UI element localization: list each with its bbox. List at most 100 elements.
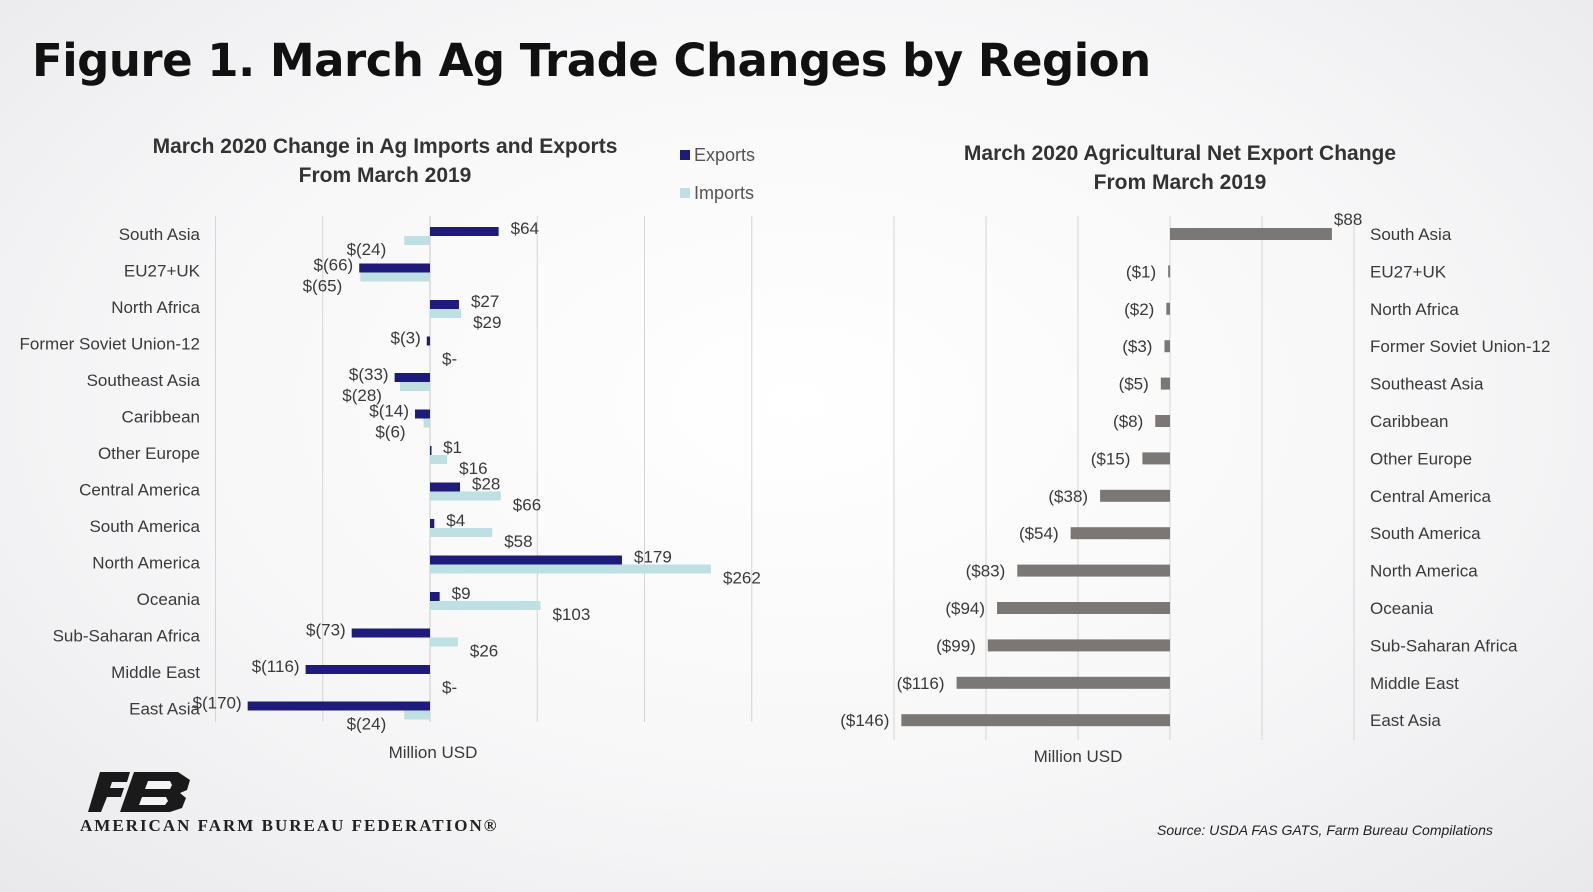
exports-bar-southeast-asia <box>394 373 430 382</box>
left-category-label-southeast-asia: Southeast Asia <box>87 371 201 390</box>
left-category-label-central-america: Central America <box>79 481 200 500</box>
exports-value-label: $27 <box>471 292 499 311</box>
imports-bar-central-america <box>430 491 501 501</box>
right-category-label-eu27-uk: EU27+UK <box>1370 262 1447 281</box>
net-export-bar-oceania <box>997 602 1170 614</box>
imports-value-label: $(24) <box>347 240 387 259</box>
imports-value-label: $(24) <box>347 715 387 734</box>
exports-bar-central-america <box>430 482 461 492</box>
left-category-label-caribbean: Caribbean <box>122 408 200 427</box>
left-chart-title-line2: From March 2019 <box>298 164 472 187</box>
net-export-bar-north-america <box>1017 564 1170 577</box>
right-chart-title: March 2020 Agricultural Net Export Chang… <box>900 139 1460 197</box>
exports-bar-eu27-uk <box>359 263 430 273</box>
left-category-label-north-america: North America <box>92 554 200 573</box>
right-category-label-north-africa: North Africa <box>1370 300 1459 319</box>
imports-bar-north-africa <box>430 309 462 318</box>
imports-value-label: $29 <box>473 313 501 332</box>
imports-bar-south-asia <box>404 236 430 245</box>
net-export-bar-central-america <box>1100 489 1170 502</box>
right-category-label-southeast-asia: Southeast Asia <box>1370 375 1484 394</box>
net-export-bar-eu27-uk <box>1168 265 1171 278</box>
imports-value-label: $(28) <box>342 386 382 405</box>
net-export-value-label: ($3) <box>1122 337 1152 356</box>
left-category-label-former-soviet-union-12: Former Soviet Union-12 <box>20 335 200 354</box>
net-export-value-label: ($15) <box>1091 449 1131 468</box>
imports-value-label: $58 <box>504 532 532 551</box>
imports-bar-east-asia <box>404 710 430 720</box>
exports-bar-south-asia <box>430 227 499 236</box>
net-export-value-label: ($2) <box>1124 300 1154 319</box>
imports-value-label: $262 <box>723 569 761 588</box>
exports-value-label: $9 <box>452 584 471 603</box>
net-export-bar-south-america <box>1070 527 1170 540</box>
net-export-bar-south-asia <box>1170 228 1332 240</box>
right-chart-title-line2: From March 2019 <box>1093 171 1267 194</box>
right-category-label-east-asia: East Asia <box>1370 711 1441 730</box>
right-category-label-oceania: Oceania <box>1370 599 1434 618</box>
right-category-label-caribbean: Caribbean <box>1370 412 1448 431</box>
net-export-value-label: ($38) <box>1048 487 1088 506</box>
source-note: Source: USDA FAS GATS, Farm Bureau Compi… <box>1157 822 1493 838</box>
legend-label-imports: Imports <box>694 182 755 203</box>
imports-value-label: $- <box>442 678 457 697</box>
net-export-bar-caribbean <box>1155 415 1170 427</box>
exports-value-label: $1 <box>443 438 462 457</box>
net-export-bar-southeast-asia <box>1160 377 1170 390</box>
exports-value-label: $(116) <box>252 657 300 676</box>
imports-bar-sub-saharan-africa <box>430 637 458 647</box>
right-category-label-former-soviet-union-12: Former Soviet Union-12 <box>1370 337 1550 356</box>
exports-bar-former-soviet-union-12 <box>426 336 430 346</box>
left-category-label-sub-saharan-africa: Sub-Saharan Africa <box>53 627 201 646</box>
net-export-value-label: ($1) <box>1126 262 1156 281</box>
net-export-value-label: ($54) <box>1019 524 1059 543</box>
exports-value-label: $64 <box>511 219 539 238</box>
imports-value-label: $(6) <box>375 423 405 442</box>
exports-bar-middle-east <box>305 665 430 674</box>
left-category-label-eu27-uk: EU27+UK <box>124 262 201 281</box>
right-chart-title-line1: March 2020 Agricultural Net Export Chang… <box>963 142 1397 165</box>
right-category-label-north-america: North America <box>1370 562 1478 581</box>
exports-value-label: $(73) <box>306 621 346 640</box>
exports-bar-caribbean <box>414 409 430 419</box>
left-category-label-middle-east: Middle East <box>111 663 200 682</box>
right-category-label-south-america: South America <box>1370 524 1481 543</box>
fb-logo <box>88 772 190 812</box>
left-category-label-oceania: Oceania <box>137 590 201 609</box>
imports-value-label: $16 <box>459 459 487 478</box>
net-export-bar-east-asia <box>901 714 1170 727</box>
right-category-label-middle-east: Middle East <box>1370 674 1459 693</box>
imports-value-label: $26 <box>470 642 498 661</box>
exports-bar-oceania <box>430 592 440 601</box>
exports-bar-sub-saharan-africa <box>351 628 430 638</box>
net-export-bar-north-africa <box>1166 302 1170 315</box>
legend-item-imports: Imports <box>680 174 755 212</box>
net-export-value-label: ($146) <box>840 711 889 730</box>
imports-bar-other-europe <box>430 455 448 464</box>
exports-value-label: $(66) <box>314 256 354 275</box>
imports-value-label: $- <box>442 350 457 369</box>
left-category-label-east-asia: East Asia <box>129 700 200 719</box>
imports-bar-caribbean <box>423 418 430 428</box>
imports-bar-oceania <box>430 601 541 610</box>
net-export-bar-other-europe <box>1142 452 1170 465</box>
left-chart-title-line1: March 2020 Change in Ag Imports and Expo… <box>152 135 618 158</box>
exports-bar-north-africa <box>430 300 459 309</box>
right-category-label-sub-saharan-africa: Sub-Saharan Africa <box>1370 636 1518 655</box>
imports-value-label: $103 <box>552 605 590 624</box>
page-title: Figure 1. March Ag Trade Changes by Regi… <box>32 34 1151 87</box>
imports-swatch <box>680 188 690 198</box>
imports-bar-south-america <box>430 528 493 537</box>
right-x-axis-title: Million USD <box>1034 747 1123 766</box>
exports-bar-south-america <box>430 519 435 528</box>
net-export-value-label: $88 <box>1334 210 1362 229</box>
left-category-label-north-africa: North Africa <box>111 298 200 317</box>
imports-bar-north-america <box>430 564 711 574</box>
net-export-bar-middle-east <box>956 676 1170 689</box>
exports-value-label: $4 <box>446 511 465 530</box>
net-export-value-label: ($83) <box>966 562 1006 581</box>
exports-value-label: $(3) <box>391 329 421 348</box>
net-export-value-label: ($5) <box>1119 375 1149 394</box>
left-x-axis-title: Million USD <box>389 743 478 762</box>
net-export-value-label: ($94) <box>945 599 985 618</box>
